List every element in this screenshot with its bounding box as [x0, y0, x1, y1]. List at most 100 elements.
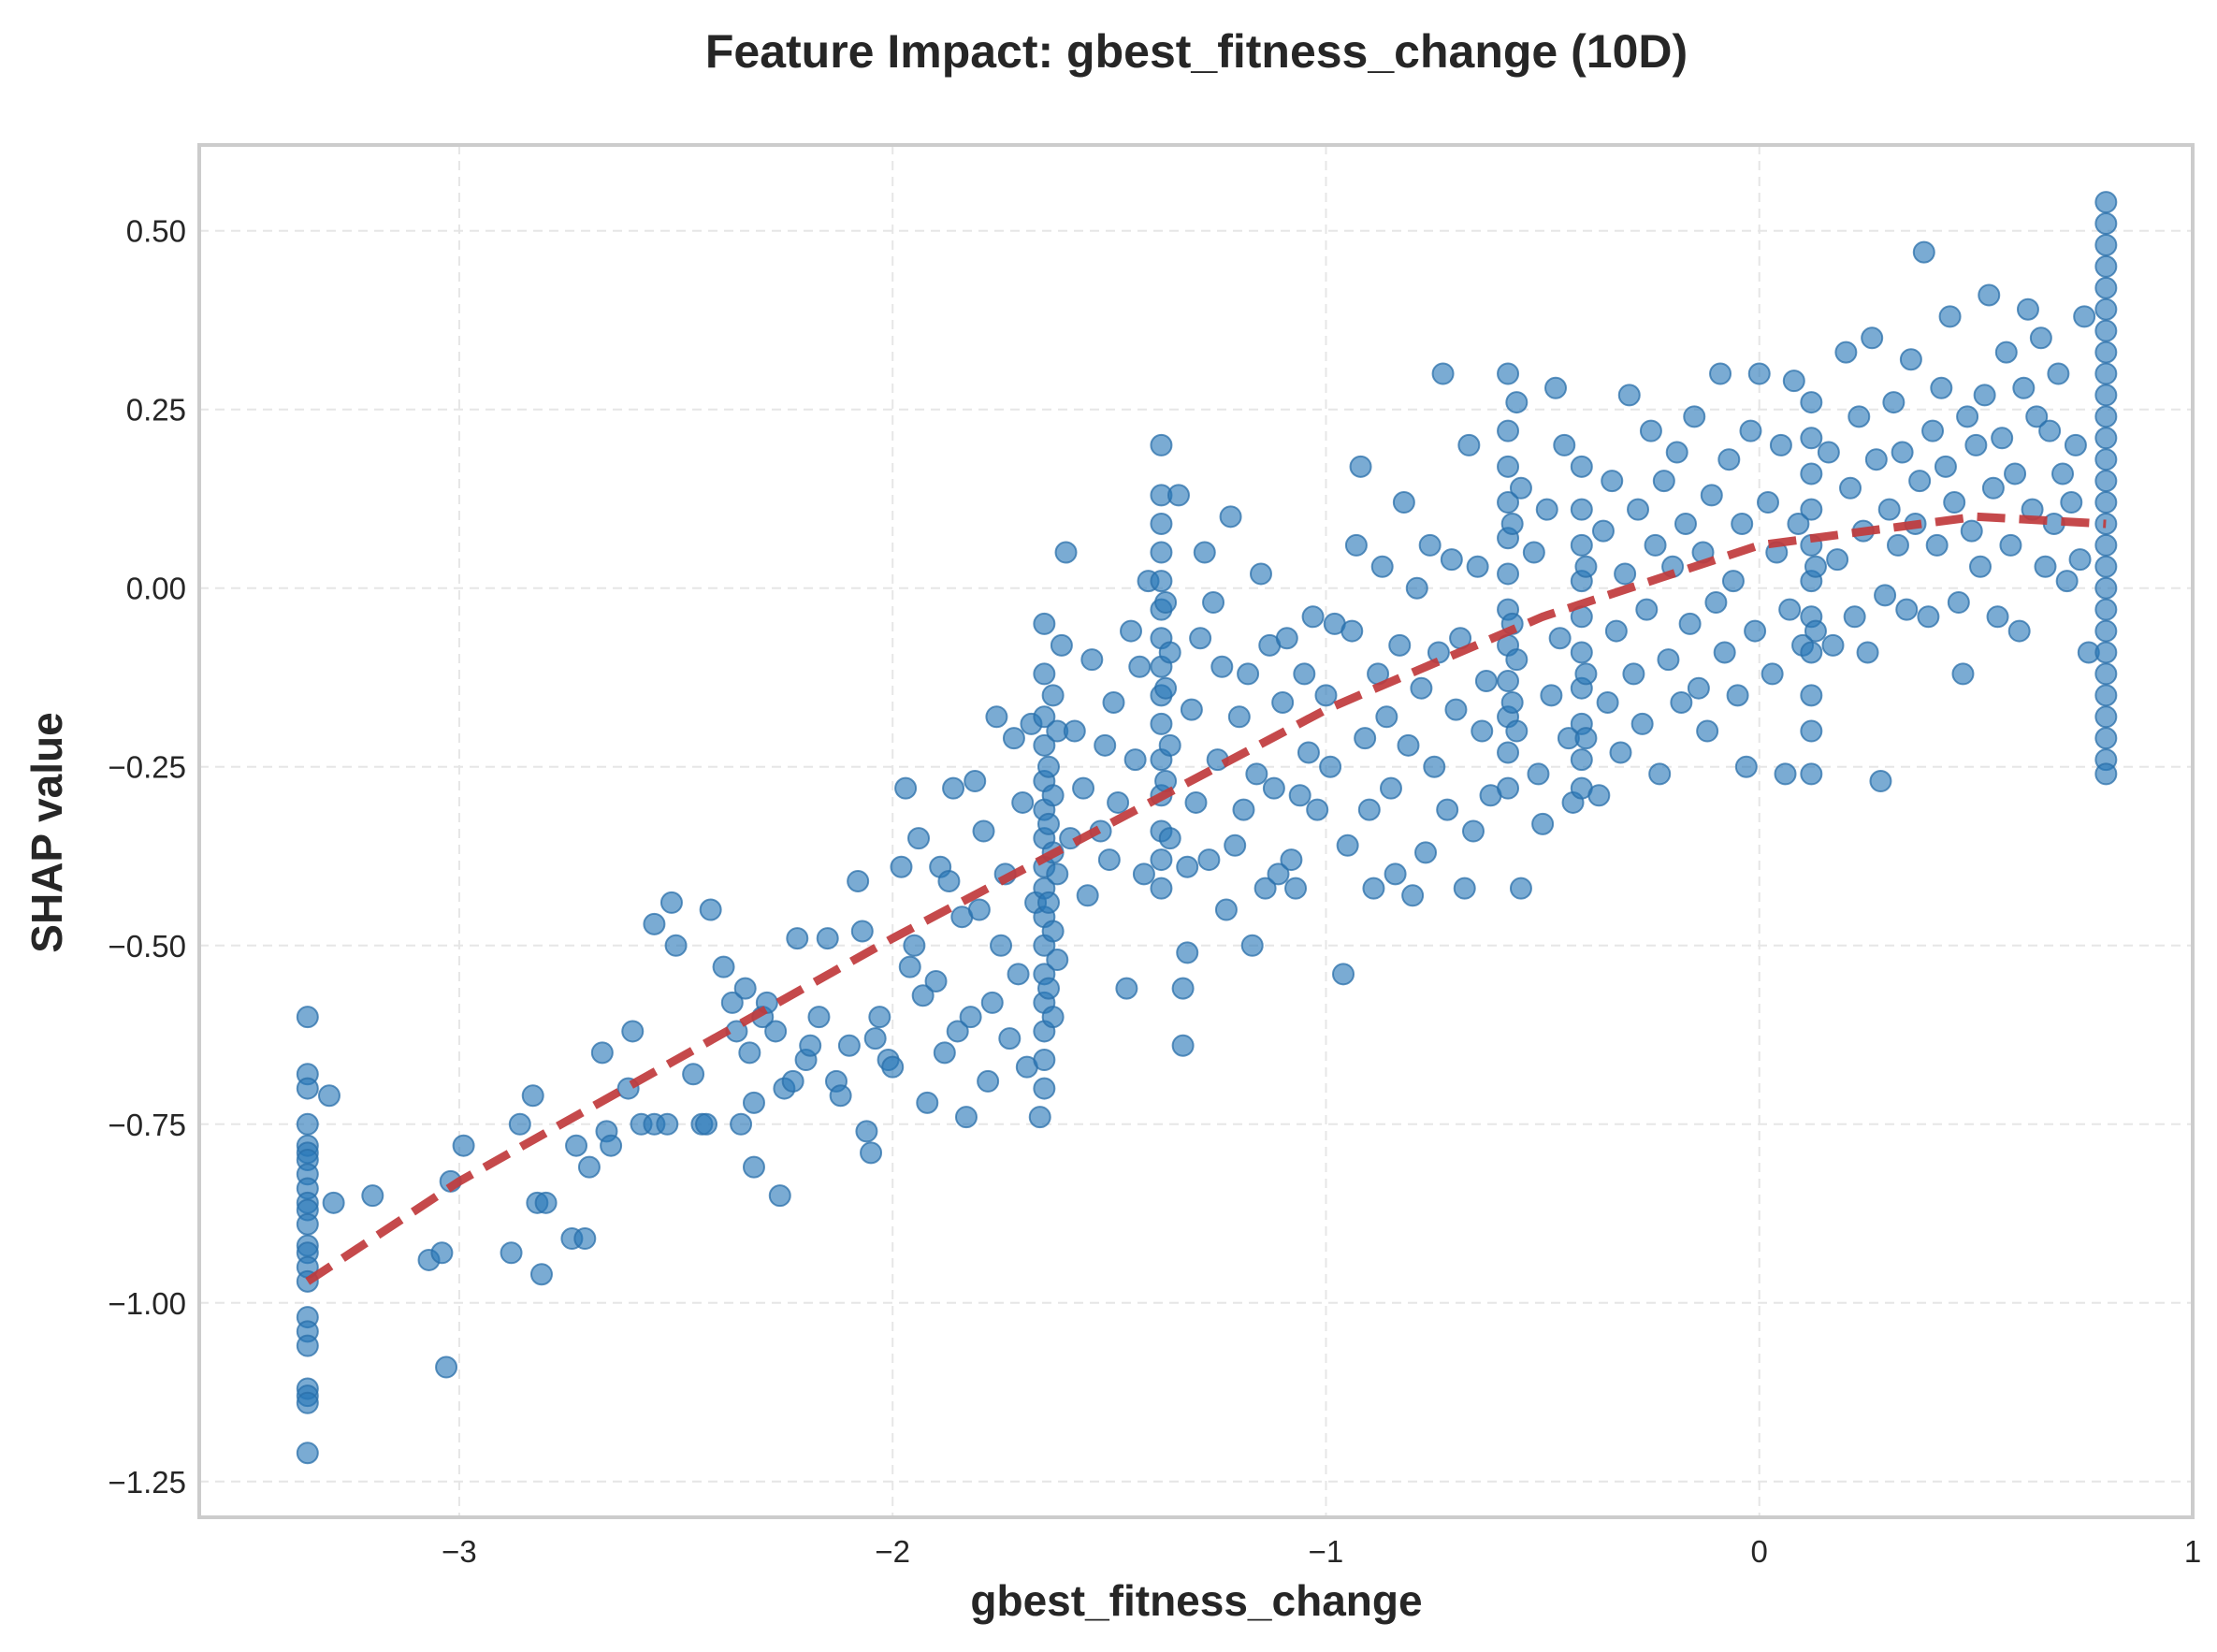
data-point — [573, 1227, 597, 1251]
data-point — [1994, 341, 2018, 364]
data-point — [1280, 848, 1303, 872]
data-point — [600, 1134, 623, 1157]
scatter-points — [296, 191, 2118, 1465]
data-point — [659, 891, 683, 914]
data-point — [954, 1106, 978, 1129]
data-point — [1245, 762, 1268, 786]
data-point — [1227, 705, 1251, 729]
data-point — [1804, 619, 1827, 643]
data-point — [985, 705, 1008, 729]
data-point — [1461, 819, 1485, 843]
data-point — [847, 869, 870, 892]
y-axis-label: SHAP value — [22, 712, 71, 952]
data-point — [898, 955, 921, 978]
data-point — [1284, 877, 1308, 900]
data-point — [1630, 712, 1654, 735]
data-point — [1670, 690, 1693, 714]
data-point — [1899, 348, 1922, 371]
data-point — [733, 977, 757, 1000]
data-point — [2094, 191, 2118, 214]
data-point — [916, 1091, 939, 1114]
data-point — [894, 776, 918, 800]
data-point — [1591, 519, 1615, 543]
data-point — [1392, 491, 1415, 514]
data-point — [1800, 427, 1823, 450]
data-point — [1778, 598, 1802, 621]
data-point — [1960, 519, 1983, 543]
data-point — [1033, 662, 1056, 686]
data-point — [1028, 1106, 1051, 1129]
data-point — [1120, 619, 1143, 643]
data-point — [1969, 555, 1992, 578]
data-point — [1864, 448, 1888, 471]
data-point — [1622, 662, 1645, 686]
data-point — [1497, 562, 1520, 586]
data-point — [720, 991, 744, 1014]
data-point — [1375, 705, 1398, 729]
data-point — [2094, 619, 2118, 643]
data-point — [2094, 727, 2118, 750]
data-point — [296, 1212, 319, 1236]
data-point — [1574, 727, 1598, 750]
data-point — [1627, 498, 1650, 521]
data-point — [1237, 662, 1260, 686]
data-point — [1176, 941, 1199, 964]
data-point — [1405, 576, 1428, 600]
data-point — [1202, 591, 1225, 614]
data-point — [1943, 491, 1966, 514]
data-point — [1397, 733, 1420, 757]
data-point — [1548, 627, 1572, 650]
data-point — [2094, 662, 2118, 686]
data-point — [977, 1069, 1000, 1093]
data-point — [1497, 776, 1520, 800]
data-point — [942, 776, 965, 800]
data-point — [534, 1191, 558, 1214]
data-point — [1171, 1034, 1195, 1057]
data-point — [1834, 341, 1858, 364]
data-point — [1150, 512, 1173, 535]
data-point — [1886, 533, 1909, 557]
data-point — [435, 1355, 458, 1379]
data-point — [1457, 433, 1481, 456]
data-point — [1696, 719, 1719, 743]
data-point — [621, 1020, 645, 1043]
data-point — [2094, 297, 2118, 321]
data-point — [296, 1077, 319, 1100]
data-point — [1080, 648, 1104, 672]
data-point — [317, 1084, 341, 1108]
data-point — [1036, 755, 1060, 778]
data-point — [1154, 591, 1178, 614]
data-point — [430, 1241, 454, 1265]
data-point — [1782, 370, 1805, 393]
data-point — [998, 1027, 1022, 1051]
data-point — [1531, 812, 1555, 835]
data-point — [1232, 798, 1255, 821]
data-point — [2060, 491, 2083, 514]
data-point — [1344, 533, 1368, 557]
data-point — [1687, 676, 1710, 700]
data-point — [1354, 727, 1377, 750]
data-point — [1882, 391, 1905, 414]
data-point — [1362, 877, 1385, 900]
data-point — [664, 934, 688, 957]
data-point — [1535, 498, 1558, 521]
data-point — [850, 920, 874, 943]
data-point — [1036, 977, 1060, 1000]
data-point — [924, 969, 948, 993]
data-point — [508, 1112, 531, 1136]
x-tick-label: −2 — [875, 1534, 910, 1569]
data-point — [1036, 891, 1060, 914]
data-point — [1938, 305, 1962, 328]
data-point — [2016, 297, 2039, 321]
data-point — [2047, 362, 2070, 385]
y-tick-label: −0.75 — [109, 1108, 187, 1142]
data-point — [1891, 441, 1914, 464]
grid-lines — [199, 145, 2194, 1517]
data-point — [1574, 555, 1598, 578]
data-point — [2094, 427, 2118, 450]
data-point — [656, 1112, 679, 1136]
data-point — [946, 1020, 969, 1043]
data-point — [1570, 641, 1593, 664]
data-point — [1097, 848, 1121, 872]
data-point — [1930, 376, 1953, 399]
